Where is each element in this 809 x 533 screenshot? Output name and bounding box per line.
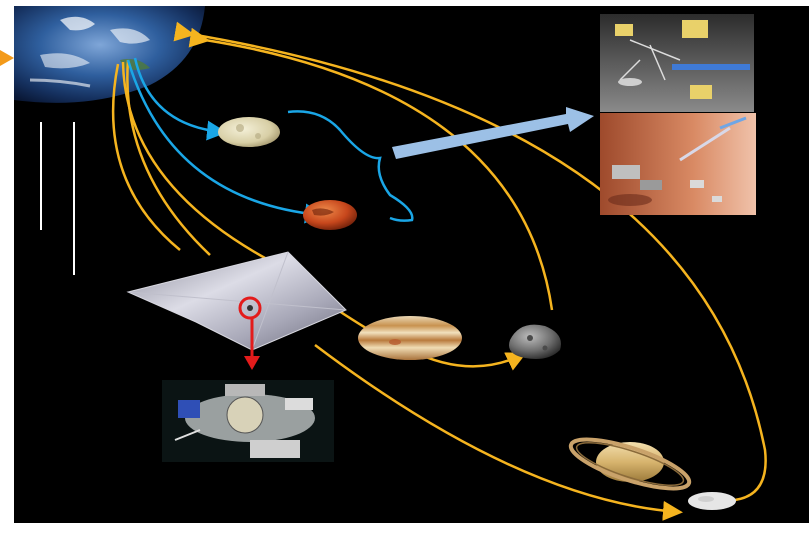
jupiter (358, 316, 462, 360)
blue-trajectories (126, 57, 414, 224)
asteroid (509, 324, 561, 359)
saturn (568, 437, 692, 491)
blue-arc-moon (133, 57, 227, 141)
mars-surface-scene (600, 113, 756, 215)
gold-arc-1 (126, 59, 211, 256)
spacecraft-detail (162, 380, 334, 462)
red-down-arrow (244, 318, 260, 370)
moon (218, 117, 280, 147)
blue-arc-mars (126, 59, 325, 224)
sail-focus-ring (238, 296, 262, 320)
solar-sail (126, 251, 347, 351)
big-arrow-to-surface-scenes (392, 107, 594, 159)
mars (303, 200, 357, 230)
gold-arc-asteroid-return (188, 27, 554, 311)
orange-pointer-icon (0, 50, 14, 66)
lunar-surface-scene (600, 14, 754, 112)
gold-arc-3 (111, 63, 181, 251)
gold-arc-to-saturn (314, 344, 683, 521)
saturn-moon (688, 492, 736, 510)
gold-arc-2 (121, 61, 266, 260)
blue-brace (287, 110, 414, 222)
gold-arc-saturn-return (173, 21, 767, 502)
